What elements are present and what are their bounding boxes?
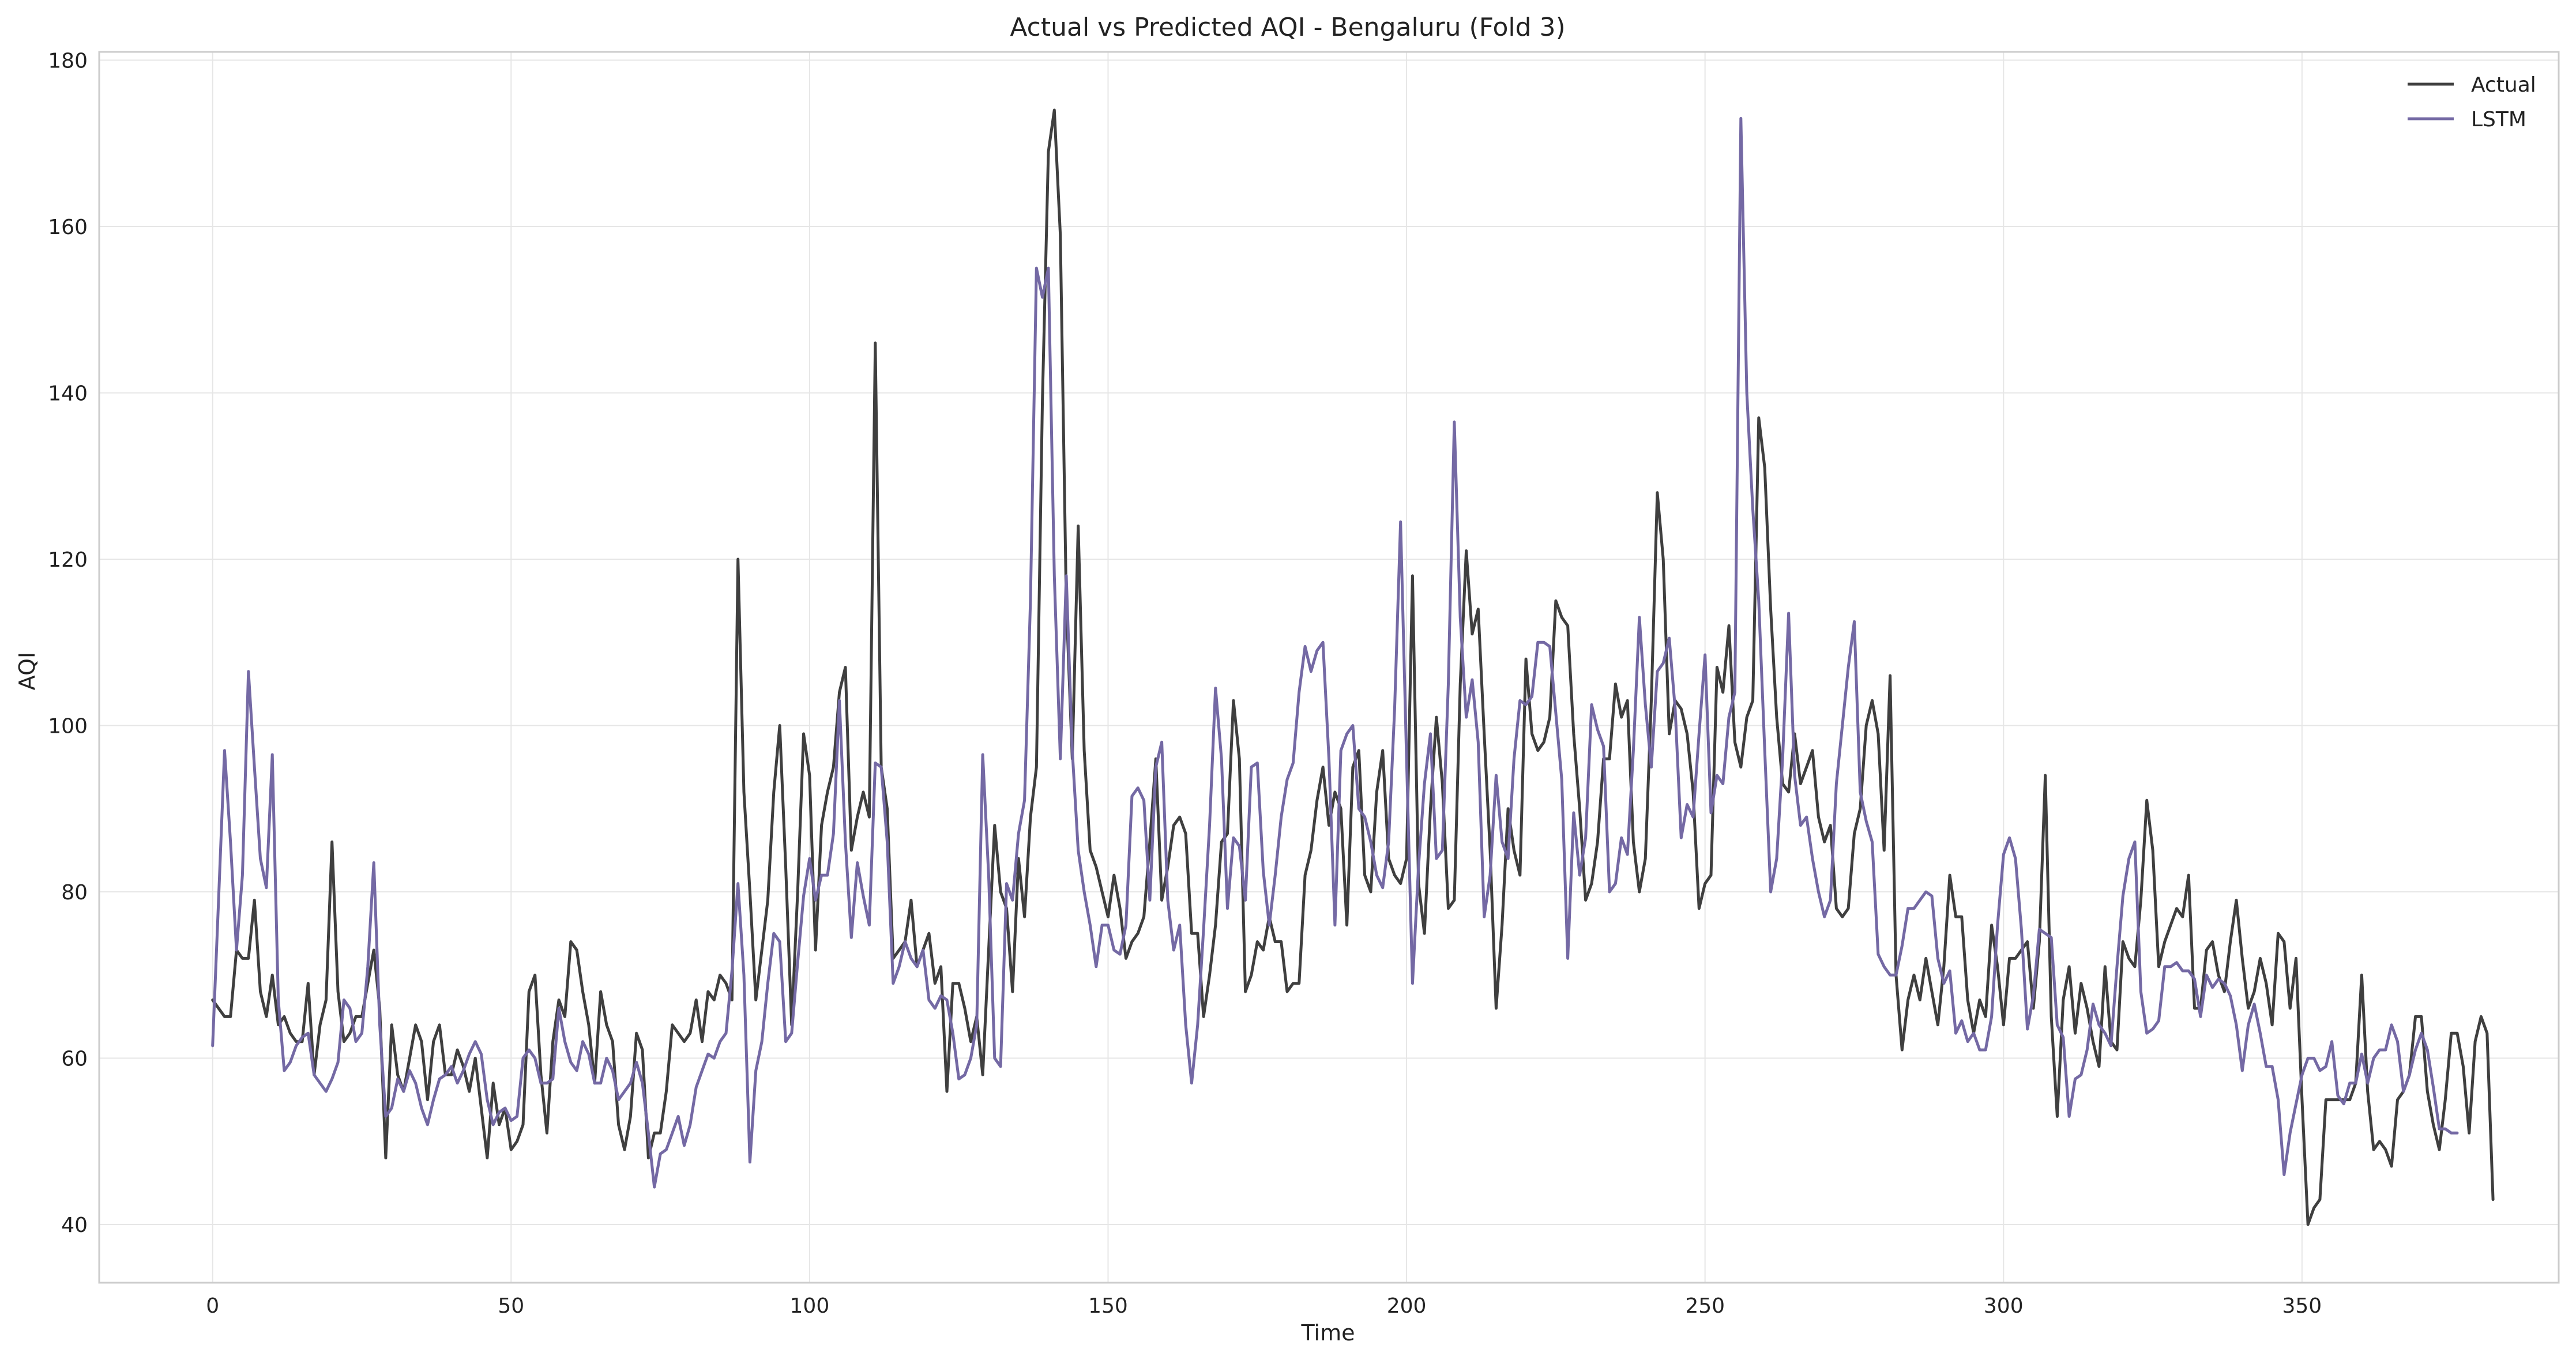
x-tick-label: 350: [2282, 1294, 2322, 1318]
legend: Actual LSTM: [2408, 73, 2536, 131]
x-tick-label: 250: [1685, 1294, 1725, 1318]
y-tick-label: 160: [48, 216, 88, 239]
x-axis-label: Time: [1301, 1320, 1355, 1346]
x-tick-label: 300: [1984, 1294, 2024, 1318]
y-tick-label: 100: [48, 714, 88, 738]
legend-label-actual: Actual: [2471, 73, 2536, 97]
y-tick-label: 80: [61, 881, 88, 905]
y-tick-label: 140: [48, 382, 88, 405]
axis-tick-labels: 40 60 80 100 120 140 160 180 0 50 100 150 200 250 300 3…: [48, 49, 2322, 1318]
y-tick-label: 120: [48, 548, 88, 572]
y-tick-label: 40: [61, 1214, 88, 1237]
series-line-actual: [211, 108, 2495, 1226]
x-tick-label: 50: [498, 1294, 524, 1318]
x-tick-label: 0: [206, 1294, 219, 1318]
y-axis-label: AQI: [14, 652, 40, 690]
x-tick-label: 150: [1088, 1294, 1128, 1318]
chart-title: Actual vs Predicted AQI - Bengaluru (Fol…: [1010, 13, 1565, 42]
series-line-lstm: [211, 116, 2459, 1189]
grid-lines: [99, 52, 2559, 1283]
x-tick-label: 200: [1387, 1294, 1427, 1318]
x-tick-label: 100: [790, 1294, 830, 1318]
series-lines: [211, 108, 2495, 1226]
plot-area-frame: [98, 51, 2560, 1284]
legend-label-lstm: LSTM: [2471, 108, 2526, 131]
y-tick-label: 180: [48, 49, 88, 73]
y-tick-label: 60: [61, 1048, 88, 1071]
